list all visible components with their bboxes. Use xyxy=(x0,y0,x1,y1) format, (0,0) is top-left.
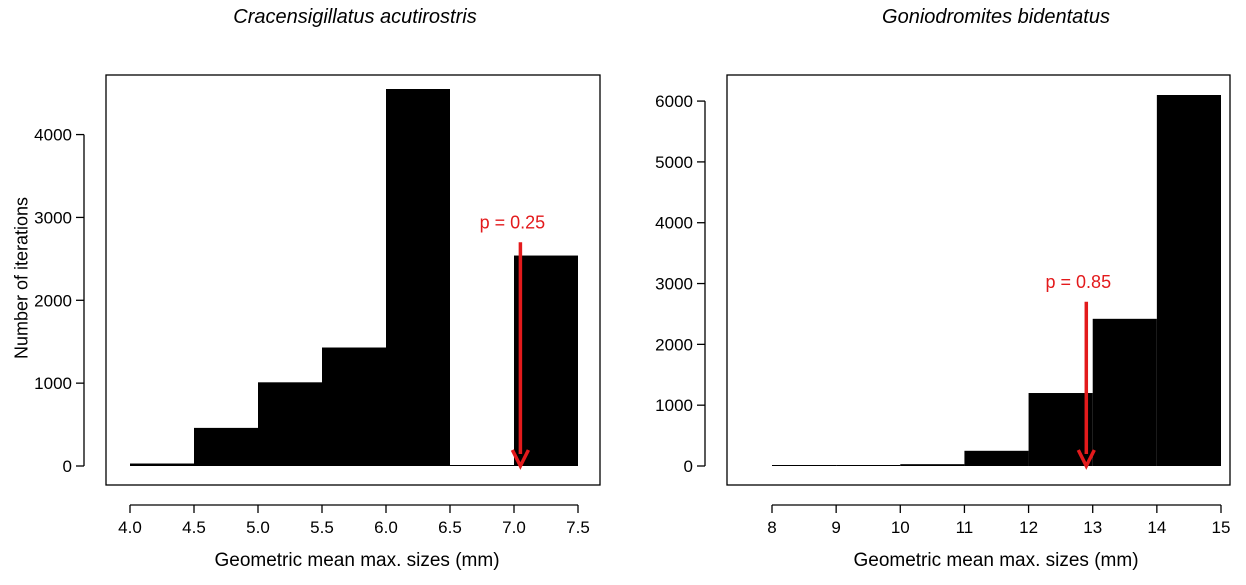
x-tick-label: 15 xyxy=(1212,518,1231,537)
histogram-bar xyxy=(130,463,194,466)
plot-frame xyxy=(105,74,601,486)
histogram-bar xyxy=(964,450,1029,466)
histogram-plot: 8 9 10 11 12 13 14 15 0 1000 2000 3000 4000 5000 6000 p… xyxy=(655,74,1231,537)
y-tick-label: 1000 xyxy=(655,396,693,415)
plot-frame xyxy=(726,74,1231,486)
histogram-bar xyxy=(1028,393,1093,466)
x-tick-label: 6.5 xyxy=(438,518,462,537)
x-axis-label: Geometric mean max. sizes (mm) xyxy=(853,550,1139,571)
histogram-bar xyxy=(450,465,514,466)
y-tick-label: 4000 xyxy=(34,126,72,145)
x-tick-label: 10 xyxy=(891,518,910,537)
y-tick-label: 3000 xyxy=(34,208,72,227)
x-tick-label: 5.0 xyxy=(246,518,270,537)
y-tick-label: 2000 xyxy=(34,291,72,310)
x-tick-label: 12 xyxy=(1019,518,1038,537)
histogram-bar xyxy=(772,465,837,466)
histogram-bar xyxy=(1156,95,1221,466)
y-tick-label: 0 xyxy=(63,457,72,476)
histogram-bar xyxy=(194,427,258,466)
histogram-bar xyxy=(322,347,386,466)
x-tick-label: 9 xyxy=(831,518,840,537)
x-tick-label: 7.5 xyxy=(566,518,590,537)
p-value-arrowhead xyxy=(510,449,530,470)
x-tick-label: 4.5 xyxy=(182,518,206,537)
x-tick-label: 14 xyxy=(1147,518,1166,537)
x-tick-label: 7.0 xyxy=(502,518,526,537)
x-tick-label: 13 xyxy=(1083,518,1102,537)
x-tick-label: 5.5 xyxy=(310,518,334,537)
histogram-panel-right: Goniodromites bidentatus Geometric mean … xyxy=(623,0,1246,585)
x-axis-label: Geometric mean max. sizes (mm) xyxy=(214,550,500,571)
y-tick-label: 0 xyxy=(684,457,693,476)
y-tick-label: 4000 xyxy=(655,214,693,233)
histogram-bar xyxy=(836,465,901,466)
p-value-arrowhead xyxy=(1076,449,1096,470)
y-tick-label: 2000 xyxy=(655,335,693,354)
y-tick-label: 3000 xyxy=(655,275,693,294)
x-tick-label: 8 xyxy=(767,518,776,537)
p-value-label: p = 0.25 xyxy=(480,212,546,232)
y-tick-label: 6000 xyxy=(655,92,693,111)
x-tick-label: 11 xyxy=(956,518,974,537)
histogram-bar xyxy=(900,464,965,466)
x-tick-label: 6.0 xyxy=(374,518,398,537)
histogram-panel-left: Cracensigillatus acutirostris Number of … xyxy=(12,6,601,571)
chart-title: Goniodromites bidentatus xyxy=(882,6,1110,28)
y-tick-label: 1000 xyxy=(34,374,72,393)
chart-title: Cracensigillatus acutirostris xyxy=(233,6,477,28)
y-tick-label: 5000 xyxy=(655,153,693,172)
histogram-bar xyxy=(386,89,450,466)
histogram-bar xyxy=(1092,318,1157,466)
histogram-bar xyxy=(514,255,578,466)
histogram-plot: 4.0 4.5 5.0 5.5 6.0 6.5 7.0 7.5 0 1000 2000 3000 400… xyxy=(34,74,601,537)
p-value-label: p = 0.85 xyxy=(1046,272,1112,292)
histogram-bar xyxy=(258,382,322,466)
x-tick-label: 4.0 xyxy=(118,518,142,537)
